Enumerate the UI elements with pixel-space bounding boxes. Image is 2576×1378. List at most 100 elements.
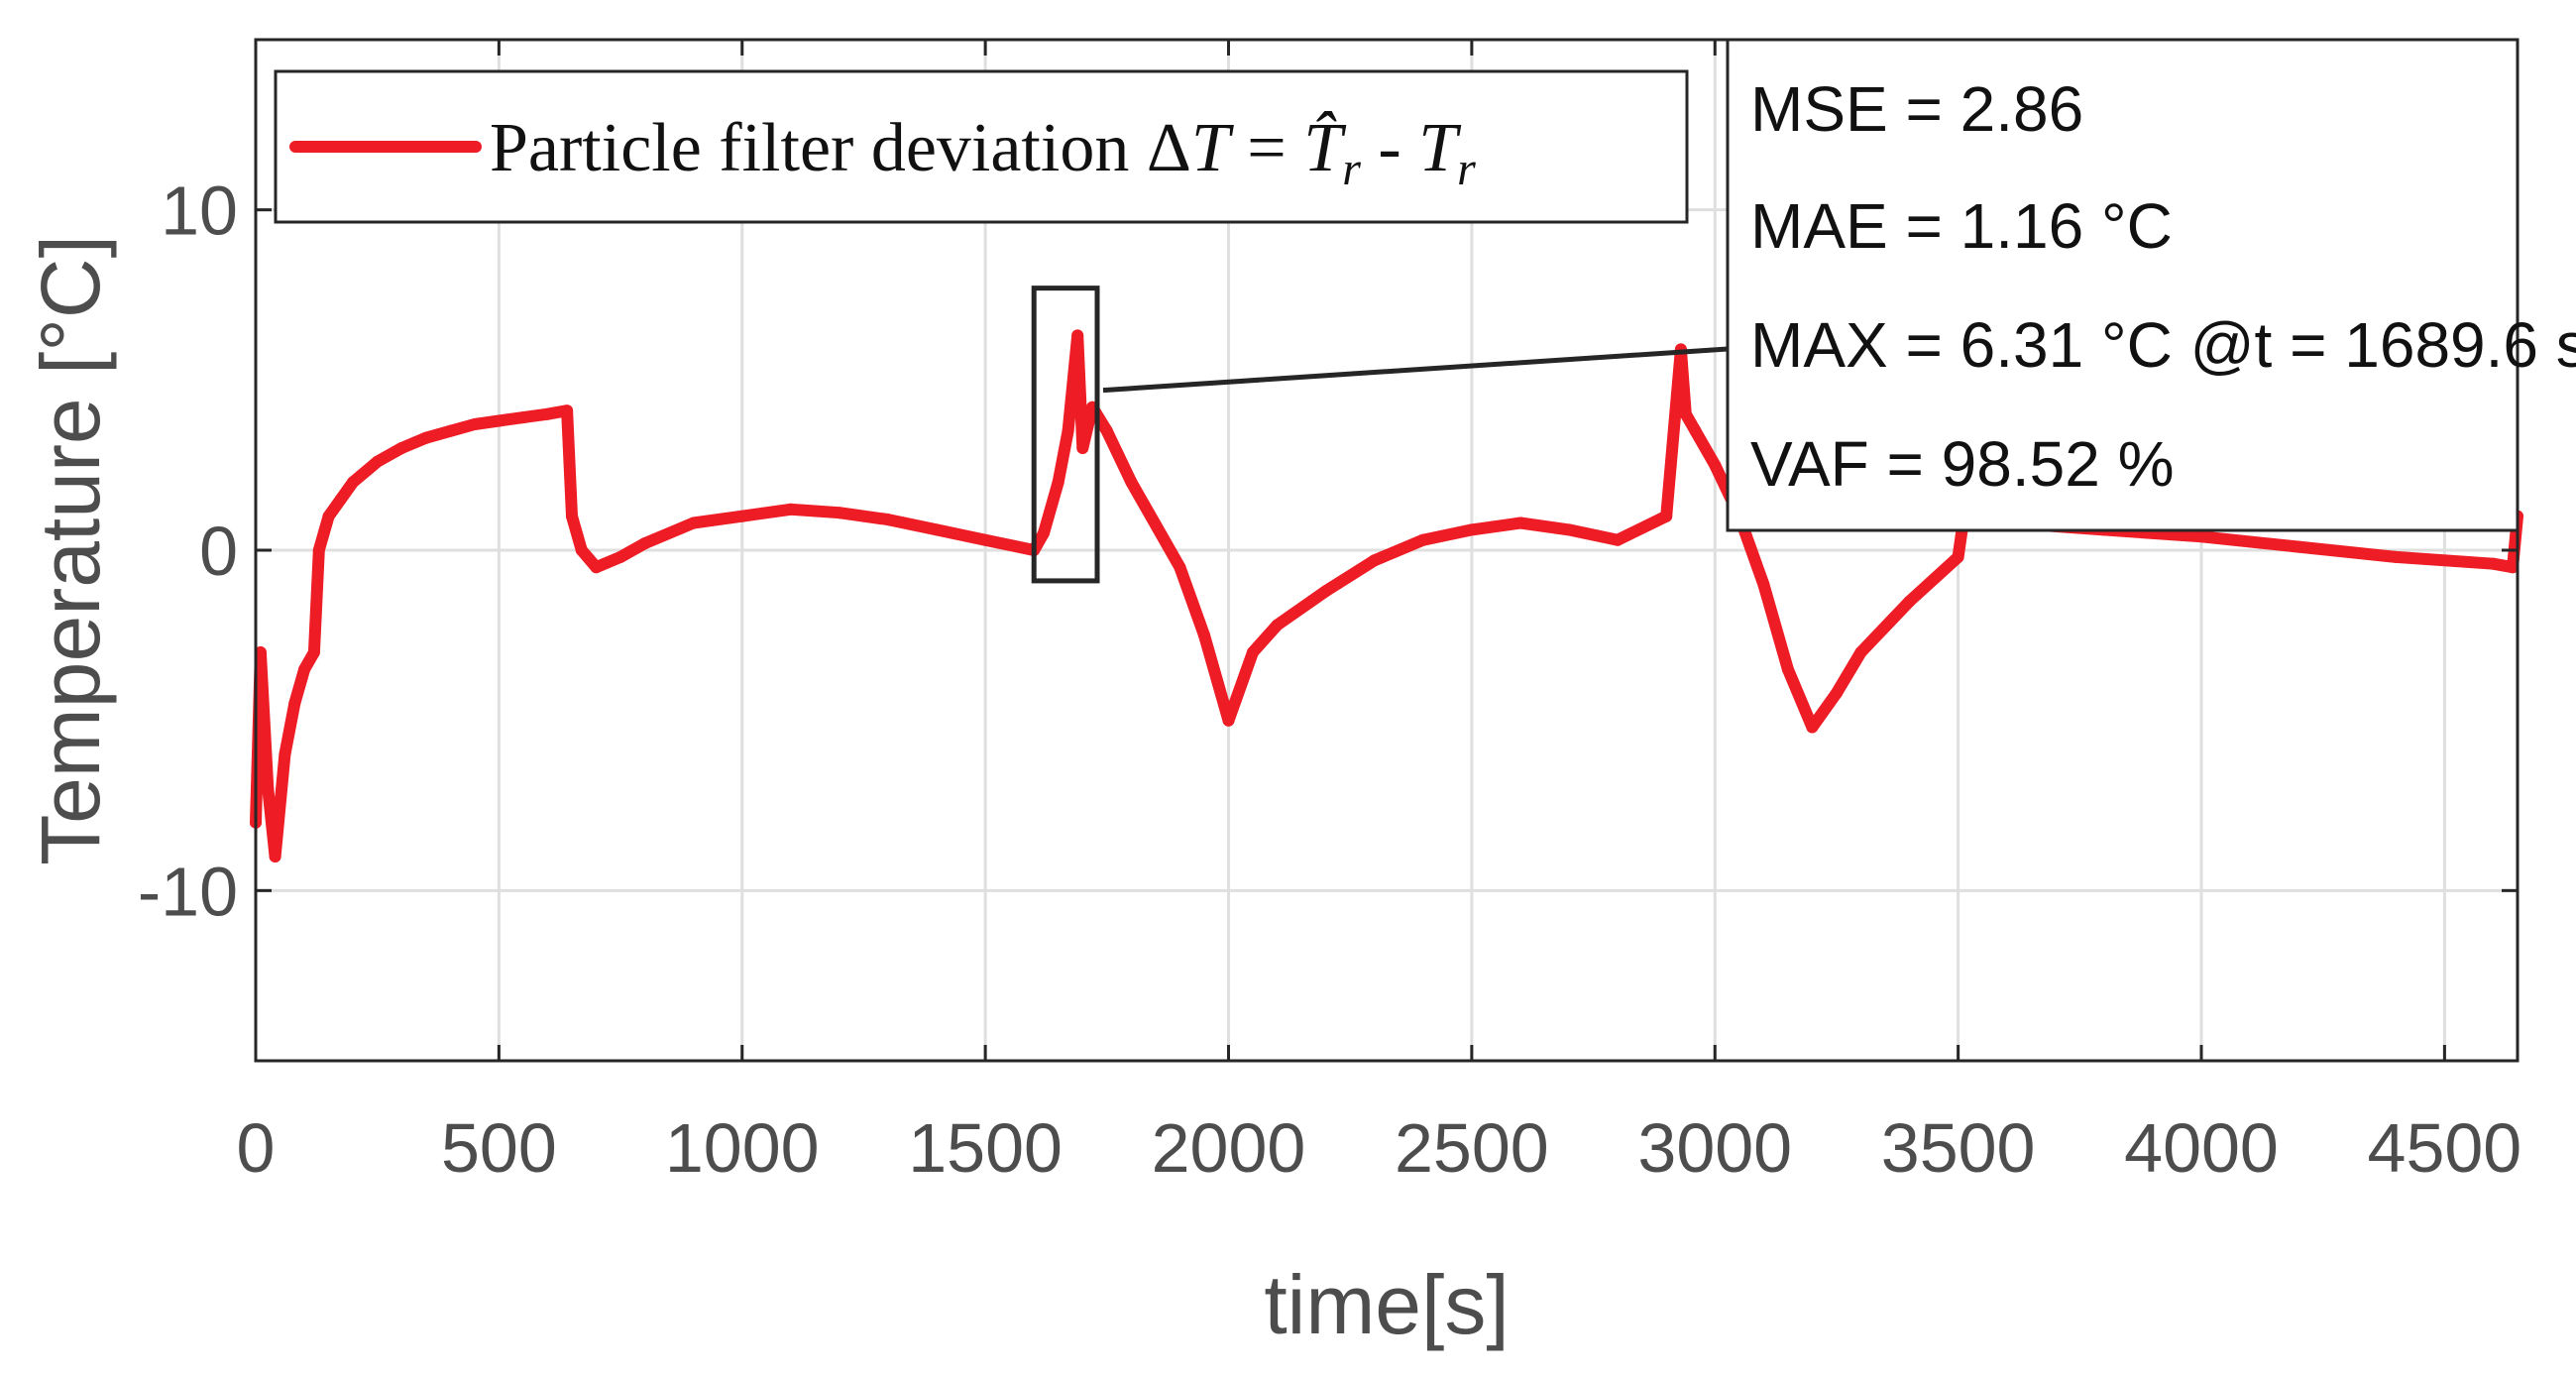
data-point	[615, 550, 627, 563]
data-point	[590, 561, 603, 574]
x-tick-label: 2500	[1395, 1109, 1549, 1187]
data-point	[687, 517, 700, 529]
data-point	[575, 544, 588, 556]
data-point	[1174, 561, 1186, 574]
data-point	[1062, 424, 1074, 437]
legend-label-equals: =	[1230, 110, 1303, 186]
data-point	[1952, 550, 1964, 563]
data-point	[833, 507, 845, 519]
data-point	[1781, 663, 1794, 676]
data-point	[1125, 476, 1138, 489]
callout-layer	[1031, 286, 1729, 584]
legend-box	[274, 69, 1689, 224]
stats-mae: MAE = 1.16 °C	[1750, 190, 2173, 262]
legend-label-t: T	[1191, 110, 1235, 186]
data-point	[1689, 424, 1702, 437]
y-tick-label: 10	[161, 172, 238, 250]
series-line-0	[250, 329, 2523, 862]
data-point	[254, 646, 267, 658]
stats-box: MSE = 2.86 MAE = 1.16 °C MAX = 6.31 °C @…	[1726, 38, 2576, 532]
data-point	[979, 533, 992, 546]
data-point	[279, 748, 291, 760]
y-axis-label: Temperature [°C]	[24, 235, 117, 865]
stats-box-frame	[1726, 38, 2520, 532]
y-axis-ticks: -10 0 10	[138, 172, 2518, 930]
legend-label-subscript-r2: r	[1457, 143, 1476, 195]
stats-vaf: VAF = 98.52 %	[1750, 428, 2175, 500]
data-point	[638, 537, 651, 550]
data-point	[1071, 329, 1084, 342]
data-point	[1757, 578, 1770, 591]
callout-leader-line	[1102, 346, 1729, 394]
data-point	[1514, 517, 1526, 529]
x-tick-label: 1500	[908, 1109, 1063, 1187]
data-point	[1100, 424, 1113, 437]
x-tick-label: 4000	[2124, 1109, 2279, 1187]
data-point	[269, 851, 281, 862]
x-tick-label: 2000	[1152, 1109, 1306, 1187]
data-point	[566, 510, 578, 522]
x-axis-ticks: 0 500 1000 1500 2000 2500 3000 3500 4000 4500	[237, 40, 2522, 1187]
data-point	[1679, 407, 1692, 420]
data-point	[1222, 714, 1235, 727]
data-point	[444, 424, 457, 437]
y-tick-label: -10	[138, 853, 238, 930]
data-point	[493, 414, 505, 427]
data-point	[334, 493, 347, 506]
x-tick-label: 0	[237, 1109, 276, 1187]
y-tick-label: 0	[199, 513, 238, 590]
data-point	[2390, 550, 2403, 563]
data-point	[931, 523, 944, 536]
data-point	[395, 442, 408, 454]
data-point	[1854, 646, 1867, 658]
data-point	[1830, 687, 1843, 700]
data-point	[347, 476, 360, 489]
data-point	[1271, 619, 1284, 632]
data-point	[312, 544, 325, 556]
data-point	[1563, 523, 1575, 536]
data-point	[307, 646, 320, 658]
legend-entry-label: Particle filter deviation ΔT = T̂r - Tr	[490, 110, 1476, 195]
x-tick-label: 3000	[1637, 1109, 1792, 1187]
data-point	[371, 455, 384, 468]
data-point	[1612, 533, 1624, 546]
data-point	[1198, 629, 1210, 641]
x-axis-label: time[s]	[1264, 1258, 1509, 1351]
stats-max: MAX = 6.31 °C @t = 1689.6 s	[1750, 309, 2576, 381]
legend-label-t-hat: T̂	[1303, 110, 1347, 186]
data-point	[1465, 523, 1478, 536]
legend-label-t2: T	[1418, 110, 1462, 186]
legend-label-delta: Δ	[1147, 110, 1191, 186]
data-point	[541, 407, 554, 420]
data-point	[2293, 540, 2305, 553]
data-point	[1052, 476, 1064, 489]
data-point	[468, 418, 481, 430]
x-tick-label: 4500	[2368, 1109, 2522, 1187]
legend: Particle filter deviation ΔT = T̂r - Tr	[274, 69, 1689, 224]
data-point	[419, 431, 432, 444]
data-point	[2195, 530, 2207, 543]
stats-mse: MSE = 2.86	[1750, 73, 2083, 145]
data-point	[262, 782, 275, 795]
legend-label-subscript-r1: r	[1342, 143, 1361, 195]
legend-label-minus: -	[1361, 110, 1418, 186]
x-tick-label: 1000	[665, 1109, 820, 1187]
data-point	[1416, 533, 1429, 546]
data-point	[2487, 557, 2500, 570]
data-point	[1660, 510, 1673, 522]
x-tick-label: 3500	[1881, 1109, 2036, 1187]
x-tick-label: 500	[441, 1109, 557, 1187]
series-layer	[250, 329, 2523, 862]
data-point	[735, 510, 748, 522]
data-point	[1319, 585, 1332, 598]
legend-label-prefix: Particle filter deviation	[490, 110, 1147, 186]
data-point	[1076, 442, 1089, 454]
data-point	[561, 404, 574, 417]
data-point	[2507, 561, 2520, 574]
data-point	[1368, 554, 1381, 567]
data-point	[288, 697, 301, 710]
data-point	[322, 510, 335, 522]
data-point	[1038, 526, 1050, 539]
data-point	[1903, 595, 1916, 608]
